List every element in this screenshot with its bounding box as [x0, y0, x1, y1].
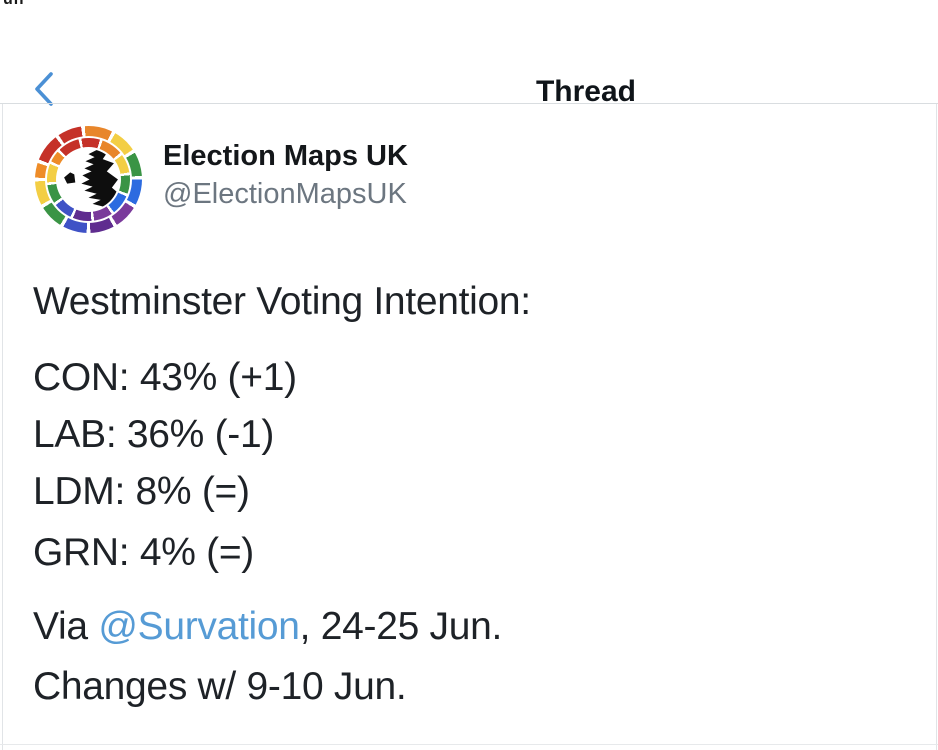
header-divider [0, 103, 938, 104]
survation-link[interactable]: @Survation [98, 605, 300, 648]
page-title: Thread [535, 75, 637, 108]
poll-line-ldm: LDM: 8% (=) [33, 470, 250, 513]
bottom-divider [0, 744, 938, 745]
thread-header: Thread [0, 33, 938, 108]
chevron-left-icon [33, 71, 55, 112]
uk-map-icon [58, 149, 119, 210]
poll-line-con: CON: 43% (+1) [33, 356, 297, 399]
author-handle[interactable]: @ElectionMapsUK [163, 178, 407, 210]
source-prefix: Via [33, 605, 99, 648]
poll-title: Westminster Voting Intention: [33, 280, 531, 323]
source-line: Via @Survation, 24-25 Jun. [33, 604, 502, 650]
author-name[interactable]: Election Maps UK [163, 140, 408, 172]
poll-line-lab: LAB: 36% (-1) [33, 413, 275, 456]
source-suffix: , 24-25 Jun. [299, 605, 503, 648]
avatar[interactable] [33, 124, 144, 235]
clipped-text-fragment: un [3, 0, 25, 9]
screenshot-frame [2, 33, 937, 750]
poll-line-grn: GRN: 4% (=) [33, 531, 254, 574]
back-button[interactable] [24, 69, 64, 113]
changes-line: Changes w/ 9-10 Jun. [33, 665, 407, 708]
